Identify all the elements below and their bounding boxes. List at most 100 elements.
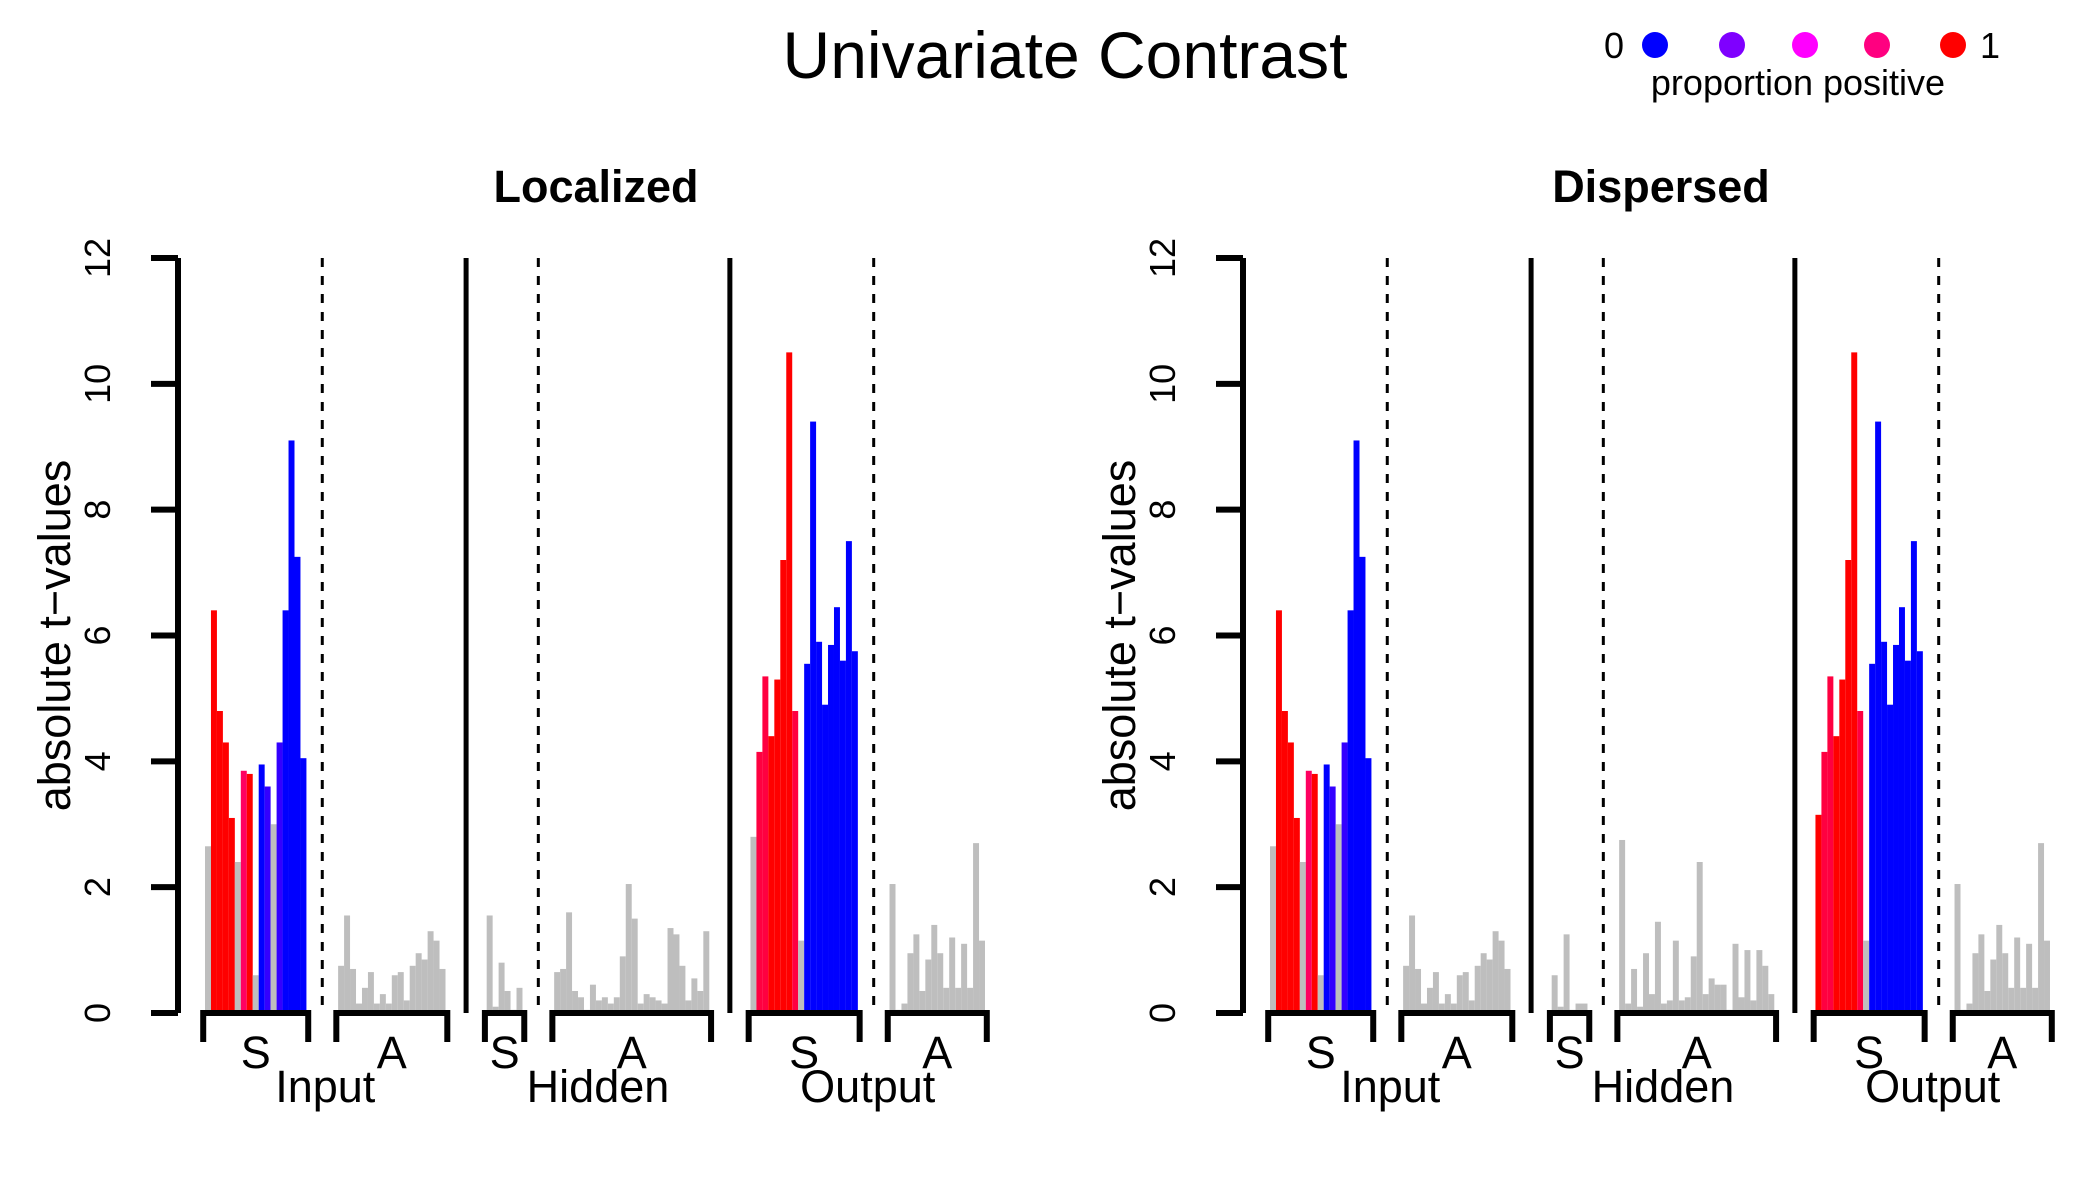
bar-input-a [367, 972, 374, 1013]
bar-input-a [1421, 1003, 1427, 1013]
bar-hidden-a [1625, 1003, 1632, 1013]
bar-hidden-a [1738, 997, 1745, 1013]
bar-input-s [222, 742, 229, 1013]
bar-output-s [1815, 814, 1822, 1013]
bar-output-s [1887, 704, 1894, 1013]
legend-swatches [1642, 32, 1966, 58]
bar-hidden-a [1637, 1006, 1644, 1013]
subgroup-label: S [1306, 1027, 1336, 1078]
bar-input-a [1462, 972, 1469, 1013]
bar-output-s [1904, 660, 1911, 1013]
bar-output-a [1972, 953, 1979, 1013]
group-label: Output [800, 1061, 936, 1112]
bar-output-s [780, 560, 787, 1013]
y-tick-label: 10 [1142, 364, 1183, 404]
legend-swatch-1 [1719, 32, 1745, 58]
bar-hidden-a [673, 934, 680, 1013]
bar-input-a [421, 959, 428, 1013]
subgroup-label: S [490, 1027, 520, 1078]
bar-hidden-s [1551, 975, 1558, 1013]
bar-output-a [1978, 934, 1985, 1013]
bar-hidden-s [1557, 1006, 1564, 1013]
bar-output-s [750, 836, 757, 1013]
panel-title: Localized [493, 161, 698, 212]
bar-input-s [288, 440, 295, 1013]
legend-swatch-3 [1864, 32, 1890, 58]
bar-hidden-a [1666, 1000, 1673, 1013]
group-label: Input [275, 1061, 376, 1112]
bar-input-a [1415, 968, 1422, 1013]
bar-input-s [270, 824, 277, 1013]
bar-input-s [264, 786, 271, 1013]
bar-output-s [816, 641, 823, 1013]
bar-output-s [1881, 641, 1888, 1013]
bar-hidden-a [643, 994, 650, 1013]
bar-input-s [1293, 817, 1300, 1013]
bar-input-a [385, 1003, 392, 1013]
bar-output-s [1910, 541, 1917, 1013]
bar-hidden-a [566, 912, 573, 1013]
legend-max-label: 1 [1980, 25, 2000, 66]
subgroup-label: A [1682, 1027, 1712, 1078]
bar-output-s [1893, 644, 1899, 1013]
bar-output-s [828, 644, 834, 1013]
bar-output-s [1833, 736, 1840, 1013]
bar-output-a [931, 924, 938, 1013]
bar-output-s [833, 607, 840, 1013]
bar-input-a [1432, 972, 1439, 1013]
bar-output-a [1954, 884, 1961, 1013]
bar-input-a [338, 965, 345, 1013]
bar-input-a [1480, 953, 1487, 1013]
bar-input-a [1492, 931, 1499, 1013]
bar-output-s [822, 704, 829, 1013]
bar-input-s [1323, 764, 1330, 1013]
bar-output-a [943, 987, 950, 1013]
bar-hidden-a [1696, 862, 1703, 1013]
bar-output-a [967, 987, 974, 1013]
bar-input-s [1341, 742, 1348, 1013]
bar-output-a [913, 934, 920, 1013]
figure-title: Univariate Contrast [783, 18, 1348, 92]
y-tick-label: 12 [77, 238, 118, 278]
bar-output-a [2038, 843, 2045, 1013]
bar-hidden-a [1654, 921, 1661, 1013]
bar-input-a [344, 915, 351, 1013]
bar-output-a [955, 987, 962, 1013]
bar-input-a [356, 1003, 362, 1013]
bar-hidden-a [637, 1003, 644, 1013]
bar-output-s [768, 736, 775, 1013]
bar-hidden-a [1702, 994, 1709, 1013]
bar-output-s [810, 421, 817, 1013]
bar-input-s [216, 711, 223, 1013]
bar-hidden-a [1648, 994, 1655, 1013]
bar-input-a [1409, 915, 1416, 1013]
bar-output-s [1898, 607, 1905, 1013]
y-axis-label: absolute t−values [1094, 460, 1145, 812]
y-tick-label: 2 [1142, 877, 1183, 897]
bar-input-s [252, 975, 259, 1013]
bar-input-s [240, 770, 247, 1013]
bar-output-a [2026, 943, 2033, 1013]
subgroup-label: S [1854, 1027, 1884, 1078]
bar-input-a [1456, 975, 1463, 1013]
y-tick-label: 8 [77, 500, 118, 520]
bar-input-a [350, 968, 357, 1013]
bar-hidden-a [703, 931, 710, 1013]
y-tick-label: 4 [77, 751, 118, 771]
bar-hidden-s [498, 962, 505, 1013]
bar-hidden-a [679, 965, 686, 1013]
bar-hidden-a [631, 918, 638, 1013]
legend-swatch-0 [1642, 32, 1668, 58]
bar-input-a [1474, 965, 1481, 1013]
bar-output-a [889, 884, 896, 1013]
bar-input-a [1486, 959, 1493, 1013]
bar-output-s [839, 660, 846, 1013]
legend-label: proportion positive [1651, 62, 1945, 103]
bar-output-s [786, 352, 793, 1013]
bar-input-a [1438, 1003, 1445, 1013]
bar-hidden-a [655, 1000, 662, 1013]
bar-hidden-a [685, 1000, 692, 1013]
bar-output-s [1857, 711, 1864, 1013]
